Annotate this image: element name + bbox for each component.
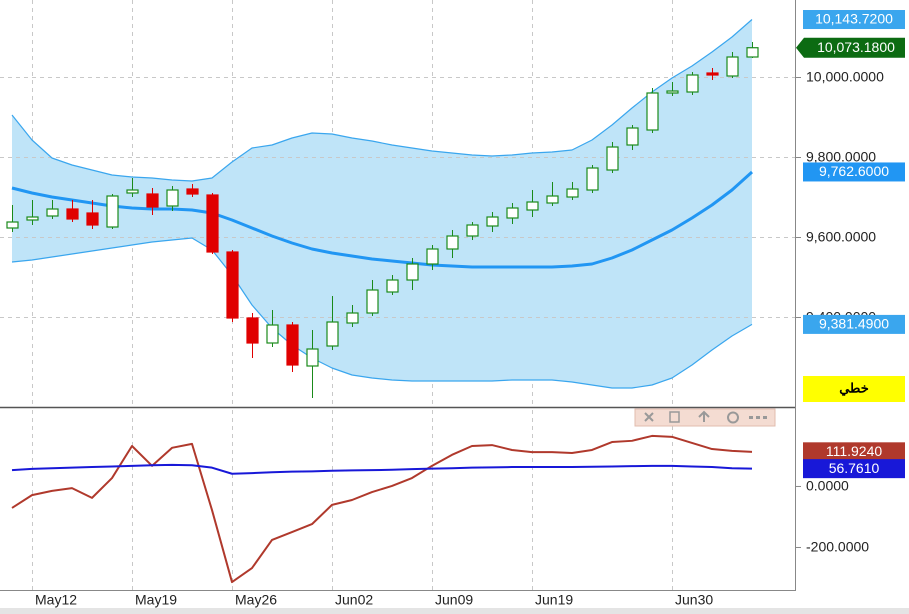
band-fill: [12, 19, 752, 389]
candle-body: [426, 248, 439, 265]
scrollbar[interactable]: [0, 608, 909, 614]
x-tick-label: May19: [135, 592, 177, 608]
candle-body: [306, 348, 319, 367]
y-tick-label: 9,600.0000: [806, 229, 876, 245]
candle-body: [106, 195, 119, 228]
candle-body: [126, 189, 139, 194]
candle-body: [146, 193, 159, 208]
x-tick-label: Jun09: [435, 592, 473, 608]
candle-body: [246, 317, 259, 344]
y-tick-label: 10,000.0000: [806, 69, 884, 85]
candle-body: [86, 212, 99, 226]
panel-toolbar[interactable]: [634, 408, 776, 427]
oscillator-panel: [11, 410, 753, 590]
price-panel: [0, 0, 795, 405]
series-line: [11, 463, 753, 475]
last-value-label: 9,762.6000: [819, 163, 889, 179]
candle-body: [386, 279, 399, 293]
candle-body: [526, 201, 539, 211]
x-tick-label: Jun19: [535, 592, 573, 608]
candle-body: [266, 324, 279, 344]
candle-body: [326, 321, 339, 347]
y-tick-label: -200.0000: [806, 539, 869, 555]
candle-body: [546, 195, 559, 204]
candle-body: [366, 289, 379, 314]
move-up-icon[interactable]: [698, 410, 710, 422]
last-value-label: 9,381.4900: [819, 316, 889, 332]
settings-icon[interactable]: [727, 411, 739, 424]
candle-body: [166, 189, 179, 207]
x-tick-label: May26: [235, 592, 277, 608]
candle-body: [26, 216, 39, 221]
last-value-label: 56.7610: [829, 460, 880, 476]
candle-body: [486, 216, 499, 227]
candle-body: [46, 208, 59, 217]
x-tick-label: Jun02: [335, 592, 373, 608]
x-tick-label: Jun30: [675, 592, 713, 608]
y-tick-label: 9,800.0000: [806, 149, 876, 165]
candle-body: [566, 188, 579, 198]
last-value-label-box: [803, 162, 905, 182]
candle-body: [586, 167, 599, 191]
candle-body: [666, 90, 679, 94]
candle-body: [746, 47, 759, 58]
series-line: [11, 237, 753, 389]
last-value-label: 10,143.7200: [815, 11, 893, 27]
x-tick-label: May12: [35, 592, 77, 608]
candle-body: [6, 221, 19, 229]
candle-body: [66, 208, 79, 220]
last-value-label-box: [803, 442, 905, 462]
series-line: [11, 170, 754, 269]
value-boxes: 10,143.7200 9,762.6000 9,381.4900 10,073.18…: [796, 10, 905, 479]
candle-body: [406, 263, 419, 281]
last-value-label: 111.9240: [826, 443, 883, 459]
candle-body: [626, 127, 639, 146]
series-line: [11, 434, 753, 584]
candle-body: [346, 312, 359, 324]
candle-body: [186, 188, 199, 195]
close-box: [796, 37, 905, 58]
close-label: 10,073.1800: [817, 39, 895, 55]
candle-body: [466, 224, 479, 237]
candle-body: [646, 92, 659, 131]
scale-label: خطي: [839, 380, 869, 396]
candle-body: [446, 235, 459, 250]
close-icon[interactable]: [644, 412, 654, 422]
last-value-label-box: [803, 314, 905, 334]
candle-body: [286, 324, 299, 366]
candle-body: [226, 251, 239, 319]
scale-label-box: [803, 376, 905, 402]
maximize-icon[interactable]: [669, 411, 680, 423]
series-line: [11, 19, 753, 182]
candle-body: [686, 74, 699, 93]
candle-body: [706, 72, 719, 76]
candle-body: [606, 146, 619, 171]
y-tick-label: 0.0000: [806, 478, 849, 494]
last-value-label-box: [803, 459, 905, 479]
candle-body: [726, 56, 739, 77]
candle-body: [206, 194, 219, 253]
candle-body: [506, 207, 519, 219]
last-value-label-box: [803, 10, 905, 30]
